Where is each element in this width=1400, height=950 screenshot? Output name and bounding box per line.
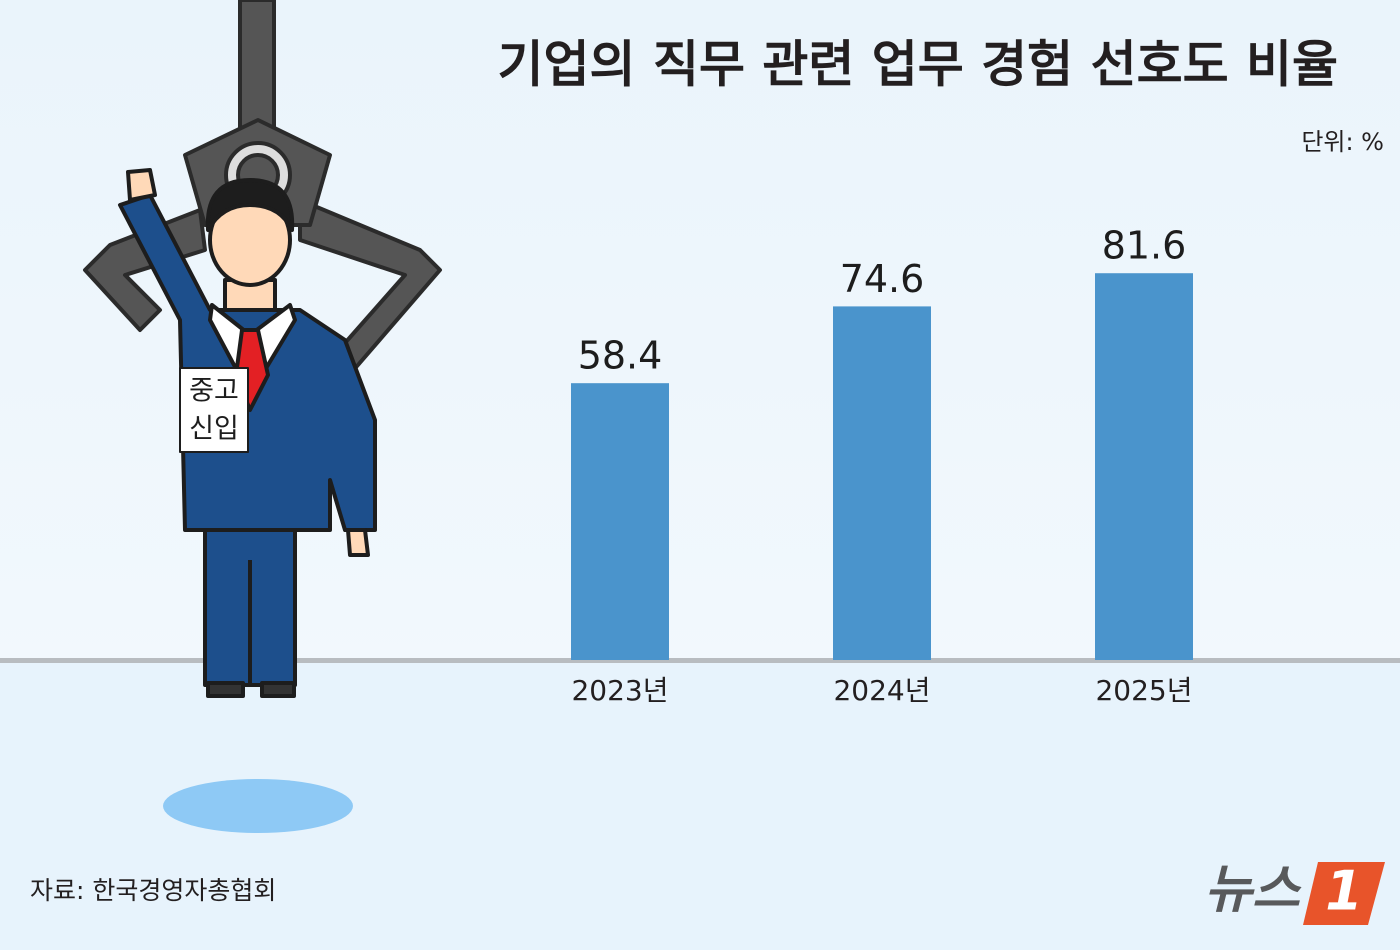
x-tick-label: 2025년: [1095, 674, 1192, 707]
logo-text: 뉴스: [1204, 860, 1302, 920]
shadow: [163, 779, 353, 833]
x-tick-label: 2024년: [833, 674, 930, 707]
floor-line: [0, 658, 1400, 663]
badge-text: 신입: [189, 414, 239, 445]
bar: [1095, 273, 1193, 660]
logo-box: [1303, 862, 1385, 925]
value-label: 81.6: [1102, 224, 1187, 268]
value-label: 74.6: [840, 257, 925, 301]
source: 자료: 한국경영자총협회: [30, 876, 276, 905]
logo: 뉴스 1: [1204, 860, 1385, 925]
bar: [571, 383, 669, 660]
logo-mark: 1: [1325, 860, 1363, 923]
badge-text: 중고: [189, 376, 239, 407]
x-tick-label: 2023년: [571, 674, 668, 707]
value-label: 58.4: [578, 334, 663, 378]
character: [118, 168, 377, 698]
unit-label: 단위: %: [1301, 128, 1384, 156]
bar: [833, 306, 931, 660]
chart-title: 기업의 직무 관련 업무 경험 선호도 비율: [498, 36, 1338, 94]
